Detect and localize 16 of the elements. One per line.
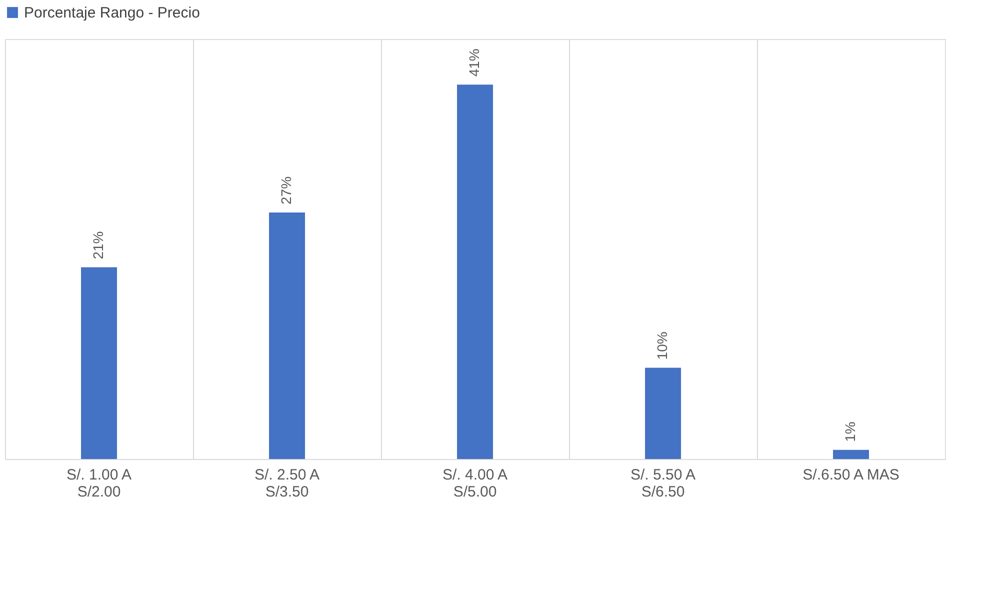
bar xyxy=(645,368,681,459)
x-tick-label: S/. 1.00 A S/2.00 xyxy=(66,466,132,500)
x-tick-label: S/.6.50 A MAS xyxy=(802,466,900,484)
x-tick-label: S/. 5.50 A S/6.50 xyxy=(630,466,696,500)
data-label: 10% xyxy=(654,332,670,360)
x-tick-label: S/. 4.00 A S/5.00 xyxy=(442,466,508,500)
x-tick-label: S/. 2.50 A S/3.50 xyxy=(254,466,320,500)
legend-label: Porcentaje Rango - Precio xyxy=(24,4,200,22)
bar xyxy=(457,84,493,459)
bar xyxy=(833,450,869,459)
bar xyxy=(81,267,117,459)
data-label: 27% xyxy=(278,176,294,204)
data-label: 41% xyxy=(466,48,482,77)
bar xyxy=(269,212,305,459)
data-label: 1% xyxy=(842,422,858,442)
data-label: 21% xyxy=(90,231,106,260)
